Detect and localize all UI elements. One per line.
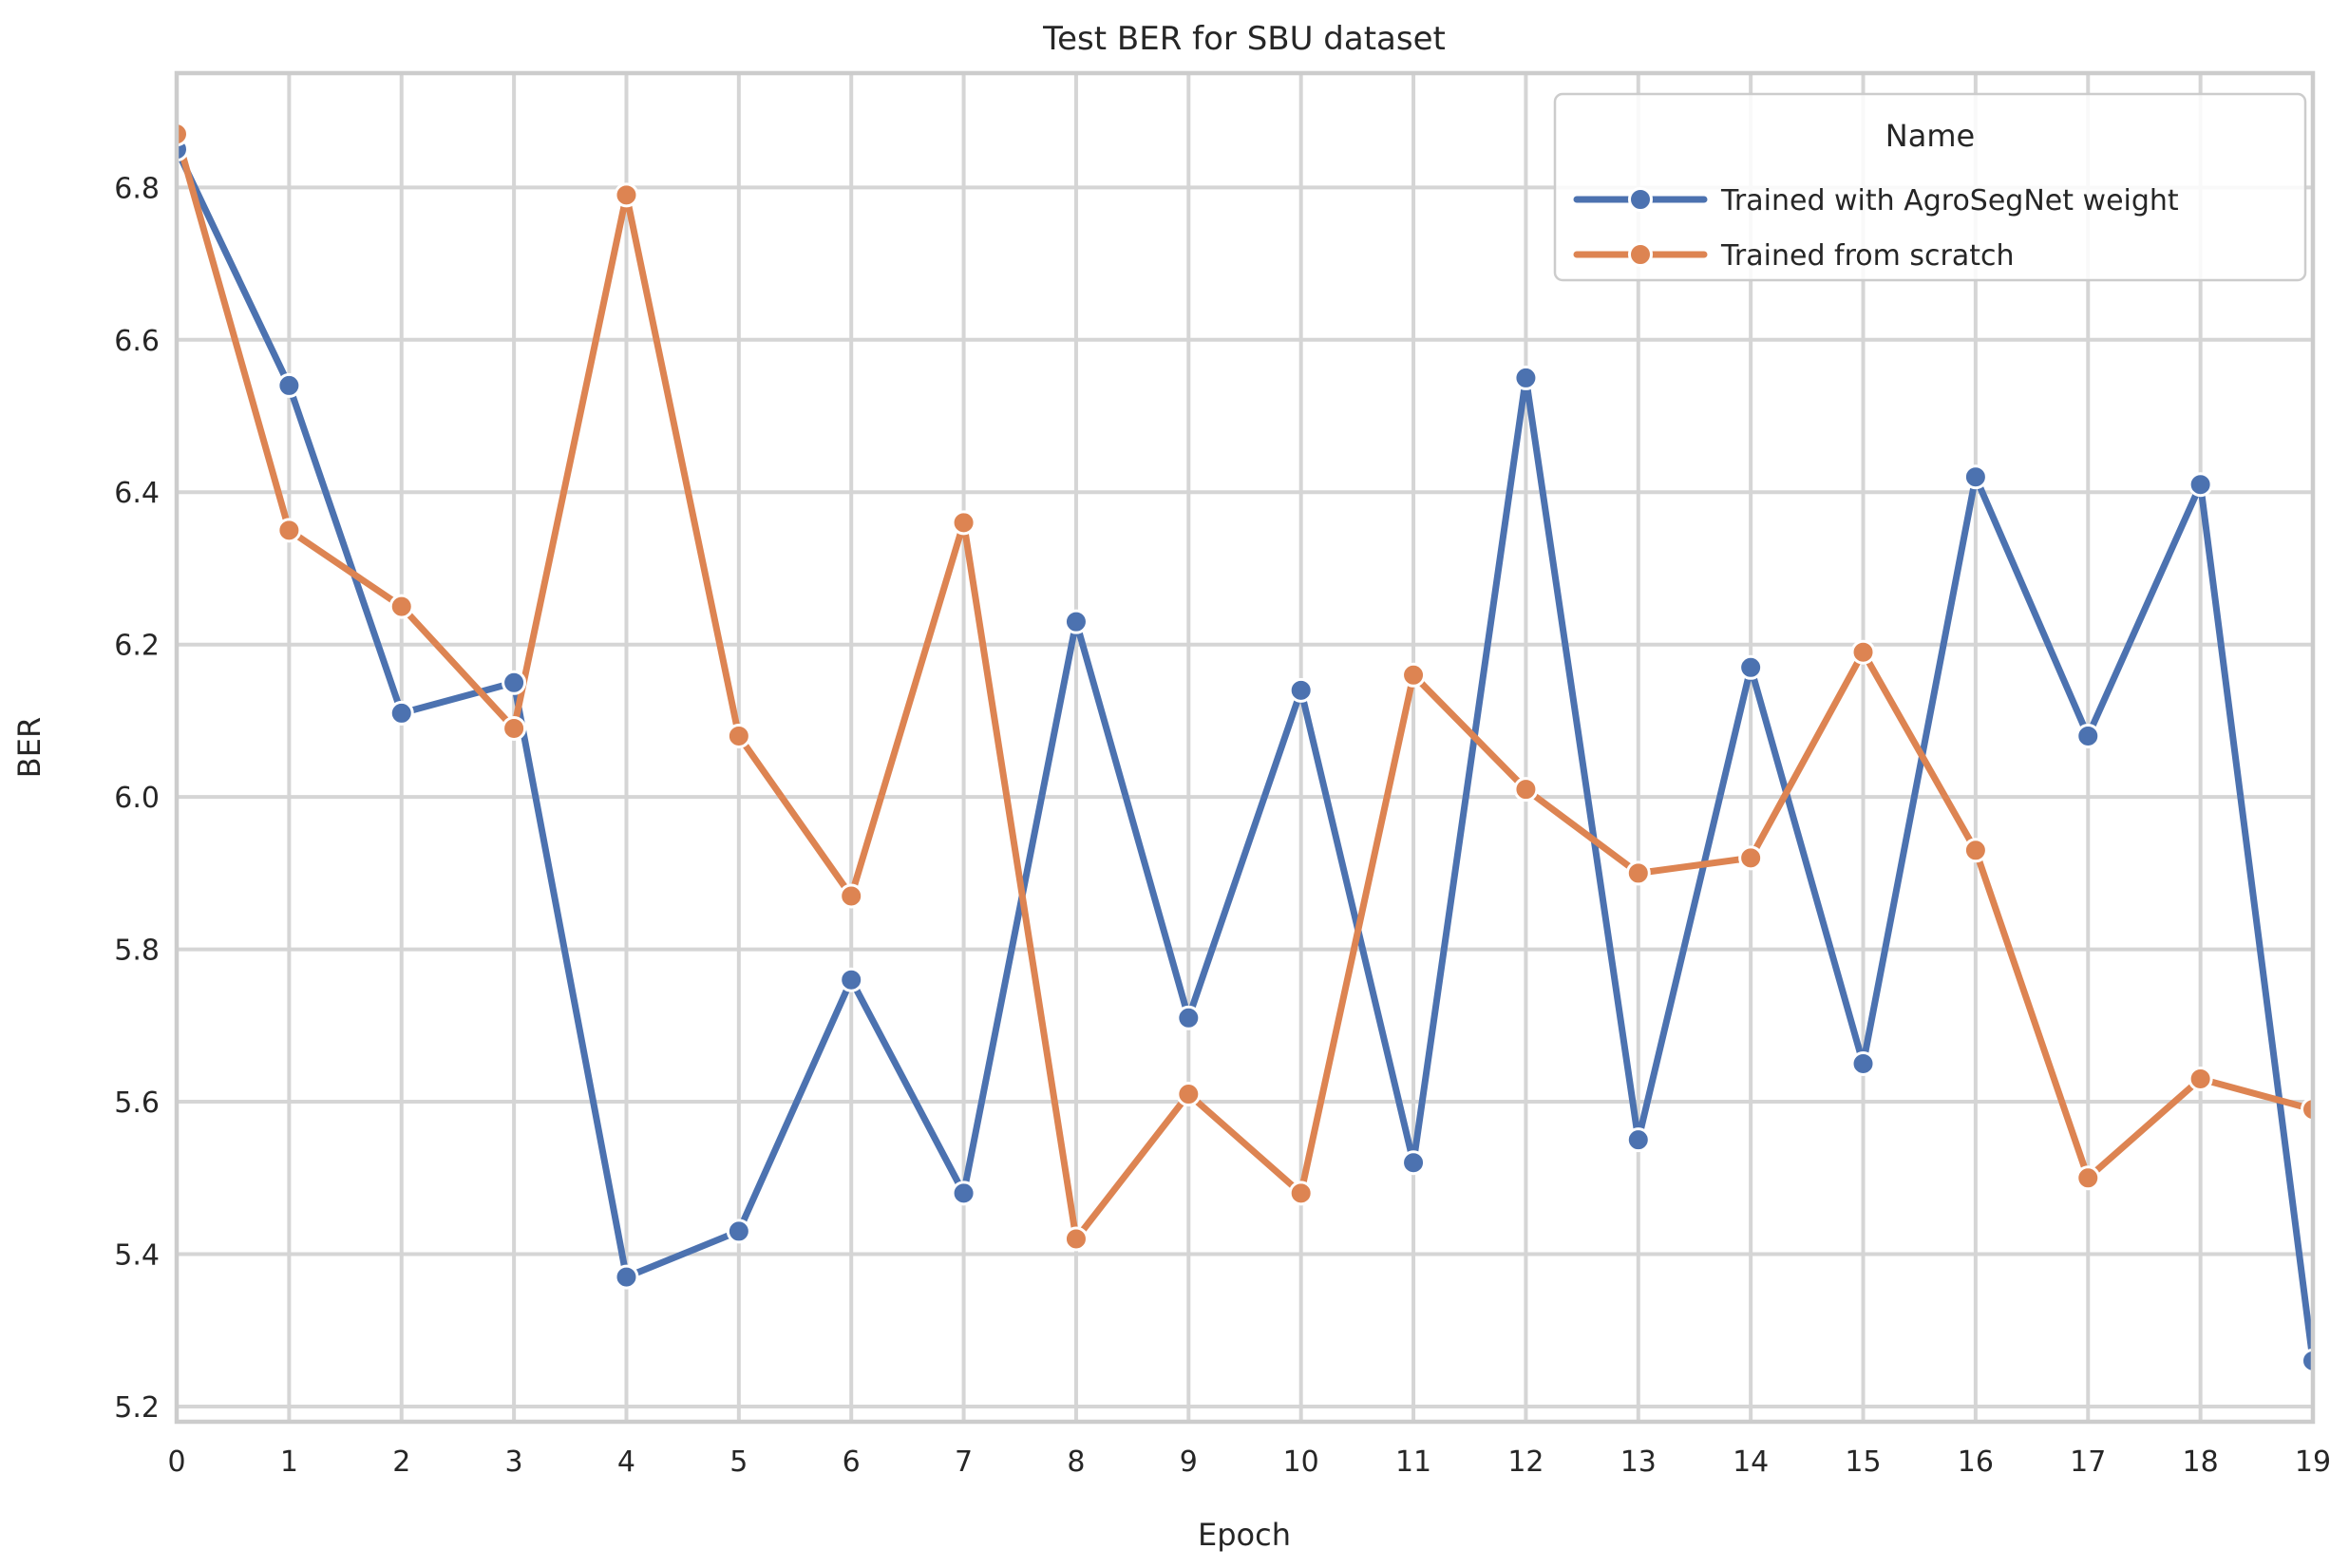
data-point-marker bbox=[177, 122, 189, 147]
series-line bbox=[177, 145, 2313, 1365]
data-point-marker bbox=[1288, 677, 1314, 703]
data-point-marker bbox=[1288, 1181, 1314, 1206]
legend-title: Name bbox=[1885, 118, 1975, 154]
y-tick-label: 6.6 bbox=[114, 325, 160, 358]
y-tick-label: 5.8 bbox=[114, 935, 160, 968]
data-point-marker bbox=[1850, 1050, 1876, 1076]
x-tick-label: 10 bbox=[1283, 1445, 1319, 1479]
data-point-marker bbox=[1625, 1127, 1651, 1153]
data-point-marker bbox=[276, 518, 302, 543]
data-point-marker bbox=[1401, 1150, 1427, 1176]
chart-title: Test BER for SBU dataset bbox=[1042, 20, 1446, 58]
data-point-marker bbox=[502, 715, 527, 741]
y-tick-label: 6.0 bbox=[114, 782, 160, 815]
data-point-marker bbox=[2075, 1165, 2101, 1191]
data-point-marker bbox=[1850, 639, 1876, 665]
legend-marker-dot bbox=[1628, 187, 1653, 212]
data-point-marker bbox=[614, 182, 639, 208]
y-tick-label: 6.2 bbox=[114, 630, 160, 663]
x-tick-label: 15 bbox=[1845, 1445, 1881, 1479]
data-point-marker bbox=[502, 670, 527, 695]
data-point-marker bbox=[2075, 723, 2101, 748]
data-point-marker bbox=[1625, 860, 1651, 886]
data-point-marker bbox=[1063, 1226, 1089, 1252]
x-tick-labels: 0 1 2 3 4 5 6 7 8 9 10 11 12 13 14 15 16 17 18 19 bbox=[167, 1445, 2331, 1479]
legend: Name Trained with AgroSegNet weight Trai… bbox=[1553, 92, 2307, 282]
series-line bbox=[177, 130, 2313, 1242]
x-tick-label: 5 bbox=[729, 1445, 748, 1479]
x-tick-label: 13 bbox=[1620, 1445, 1657, 1479]
data-point-marker bbox=[388, 594, 414, 619]
data-point-marker bbox=[2188, 1066, 2213, 1091]
x-tick-label: 11 bbox=[1395, 1445, 1431, 1479]
x-tick-label: 16 bbox=[1958, 1445, 1994, 1479]
x-tick-label: 2 bbox=[392, 1445, 410, 1479]
data-point-marker bbox=[1513, 365, 1539, 390]
y-tick-label: 5.4 bbox=[114, 1239, 160, 1273]
data-point-marker bbox=[1176, 1082, 1202, 1107]
data-point-marker bbox=[951, 510, 976, 536]
x-tick-label: 14 bbox=[1733, 1445, 1769, 1479]
x-tick-label: 19 bbox=[2295, 1445, 2331, 1479]
data-point-marker bbox=[388, 700, 414, 726]
data-point-marker bbox=[1401, 662, 1427, 688]
x-tick-label: 17 bbox=[2070, 1445, 2106, 1479]
legend-entry-label: Trained from scratch bbox=[1720, 239, 2014, 273]
data-point-marker bbox=[276, 372, 302, 398]
data-point-marker bbox=[614, 1264, 639, 1290]
x-tick-label: 0 bbox=[167, 1445, 185, 1479]
x-tick-label: 7 bbox=[955, 1445, 973, 1479]
y-axis-label: BER bbox=[11, 717, 47, 778]
x-tick-label: 6 bbox=[843, 1445, 861, 1479]
data-point-marker bbox=[1513, 777, 1539, 803]
data-point-marker bbox=[1738, 654, 1764, 680]
y-tick-labels: 5.2 5.4 5.6 5.8 6.0 6.2 6.4 6.6 6.8 bbox=[114, 172, 160, 1425]
legend-markers bbox=[1573, 187, 1708, 267]
data-point-marker bbox=[1063, 609, 1089, 634]
data-point-marker bbox=[2188, 472, 2213, 498]
data-point-marker bbox=[2301, 1348, 2313, 1373]
x-tick-label: 18 bbox=[2183, 1445, 2219, 1479]
x-axis-label: Epoch bbox=[1198, 1517, 1291, 1553]
legend-marker-dot bbox=[1628, 242, 1653, 267]
data-point-marker bbox=[726, 723, 751, 748]
data-point-marker bbox=[1176, 1005, 1202, 1030]
data-point-marker bbox=[839, 883, 864, 909]
data-series bbox=[177, 122, 2313, 1373]
y-tick-label: 5.6 bbox=[114, 1086, 160, 1120]
y-tick-label: 6.4 bbox=[114, 477, 160, 510]
y-tick-label: 6.8 bbox=[114, 172, 160, 205]
legend-box bbox=[1553, 92, 2307, 282]
y-tick-label: 5.2 bbox=[114, 1391, 160, 1425]
x-tick-label: 1 bbox=[280, 1445, 298, 1479]
data-point-marker bbox=[1962, 838, 1988, 863]
data-point-marker bbox=[726, 1219, 751, 1244]
data-point-marker bbox=[2301, 1097, 2313, 1123]
data-point-marker bbox=[1738, 845, 1764, 871]
x-tick-label: 12 bbox=[1507, 1445, 1544, 1479]
data-point-marker bbox=[951, 1181, 976, 1206]
plot-border bbox=[174, 70, 2316, 1425]
x-tick-label: 8 bbox=[1067, 1445, 1085, 1479]
data-point-marker bbox=[1962, 464, 1988, 490]
x-tick-label: 3 bbox=[505, 1445, 523, 1479]
legend-entry-label: Trained with AgroSegNet weight bbox=[1720, 184, 2179, 217]
x-tick-label: 4 bbox=[617, 1445, 635, 1479]
data-point-marker bbox=[839, 967, 864, 992]
x-tick-label: 9 bbox=[1180, 1445, 1198, 1479]
